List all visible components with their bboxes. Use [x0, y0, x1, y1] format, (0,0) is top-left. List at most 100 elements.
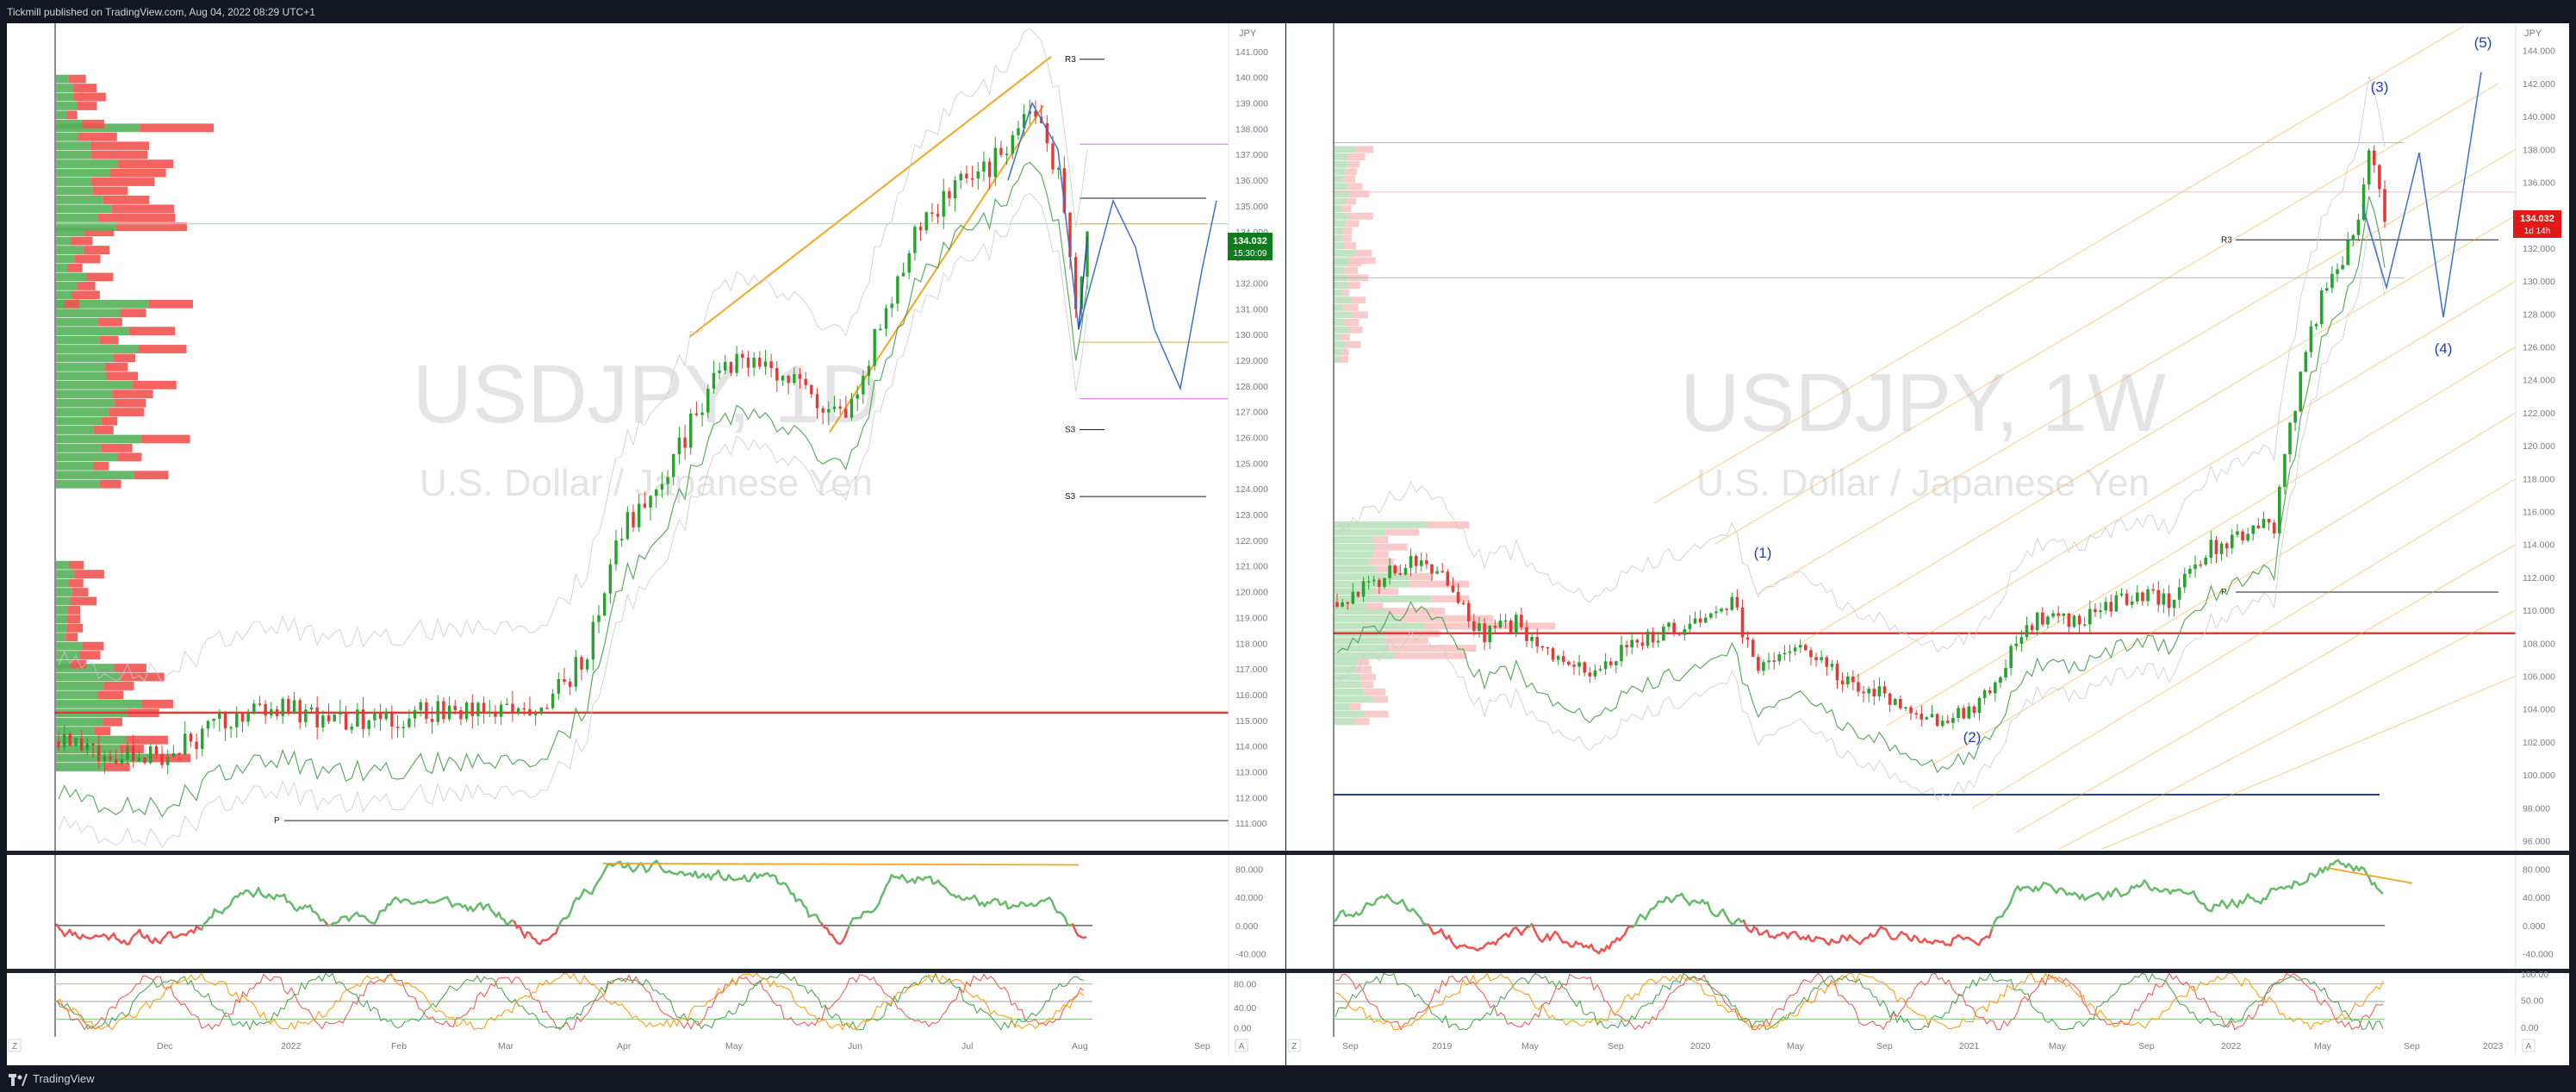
- volume-profile-bar: [56, 426, 94, 434]
- pivot-label: S3: [1065, 492, 1076, 502]
- candle: [1456, 591, 1460, 603]
- candle: [815, 394, 819, 409]
- volume-profile-bar: [1355, 146, 1373, 153]
- volume-profile-bar: [1340, 334, 1350, 341]
- volume-profile-bar: [56, 596, 71, 606]
- l-y-tick: 123.000: [1235, 510, 1268, 521]
- candle: [821, 408, 824, 413]
- left-chart-panel[interactable]: USDJPY, 1D U.S. Dollar / Japanese Yen R3…: [7, 23, 1285, 1065]
- candle: [1857, 682, 1860, 692]
- candle: [867, 365, 871, 377]
- volume-profile-bar: [56, 110, 67, 120]
- left-volume-profile: [56, 74, 215, 771]
- candle: [1346, 602, 1350, 604]
- candle: [1820, 657, 1823, 660]
- candle: [1888, 693, 1892, 705]
- candle: [149, 746, 152, 764]
- volume-profile-bar: [126, 735, 168, 745]
- left-price-axis[interactable]: 111.000 112.000 113.000 114.000 115.000 116.0…: [7, 23, 1285, 1056]
- candle: [666, 477, 669, 484]
- time-tick: 2022: [281, 1041, 302, 1051]
- l-pane-divider-2: [7, 969, 1285, 973]
- candle: [585, 659, 589, 670]
- volume-profile-bar: [109, 168, 166, 178]
- r-y-tick: 136.000: [2523, 178, 2555, 188]
- volume-profile-bar: [1335, 645, 1390, 652]
- candle: [856, 394, 859, 399]
- candle: [2236, 531, 2239, 535]
- volume-profile-bar: [72, 290, 100, 300]
- candle: [987, 161, 992, 178]
- candle: [2162, 593, 2166, 605]
- volume-profile-bar: [1335, 688, 1365, 696]
- candle: [333, 714, 336, 722]
- volume-profile-bar: [1409, 580, 1469, 588]
- rsi-segment: [138, 928, 144, 938]
- tradingview-logo[interactable]: TradingView: [9, 1070, 95, 1088]
- left-time-axis[interactable]: Dec 2022 Feb Mar Apr May Jun Jul Aug Sep Z A: [8, 1039, 1248, 1052]
- volume-profile-bar: [56, 560, 70, 570]
- volume-profile-bar: [1360, 673, 1376, 681]
- candle: [2351, 234, 2355, 240]
- candle: [1930, 714, 1934, 718]
- candle: [563, 679, 566, 682]
- volume-profile-bar: [56, 178, 91, 186]
- candle: [275, 708, 279, 716]
- charts-canvas[interactable]: USDJPY, 1D U.S. Dollar / Japanese Yen R3…: [0, 0, 2576, 1065]
- volume-profile-bar: [56, 763, 105, 771]
- candle: [1845, 676, 1850, 684]
- volume-profile-bar: [1335, 551, 1374, 558]
- right-time-axis[interactable]: Sep 2019 May Sep 2020 May Sep 2021 May Sep 2022 May…: [1287, 1039, 2536, 1052]
- left-stoch-pane[interactable]: 80.00 40.00 0.00: [55, 972, 1256, 1034]
- volume-profile-bar: [104, 763, 130, 771]
- volume-profile-bar: [1335, 266, 1344, 274]
- candle: [1982, 690, 1987, 698]
- candle: [1530, 636, 1534, 641]
- candle: [1825, 657, 1829, 667]
- rsi-segment: [1608, 940, 1614, 950]
- candle: [890, 303, 893, 309]
- band-lower: [58, 192, 1088, 849]
- candle: [1962, 708, 1965, 719]
- volume-profile-bar: [1335, 696, 1373, 703]
- right-stoch-pane[interactable]: 100.00 50.00 0.00: [1334, 970, 2548, 1033]
- time-tick: 2023: [2483, 1041, 2504, 1051]
- candle: [367, 720, 370, 729]
- stoch-tick: 0.00: [1234, 1024, 1252, 1034]
- candle: [401, 727, 405, 729]
- volume-profile-bar: [56, 204, 112, 214]
- right-chart-panel[interactable]: USDJPY, 1W U.S. Dollar / Japanese Yen R3…: [1286, 23, 2569, 1065]
- projection-path-dark: [1078, 236, 1088, 330]
- volume-profile-bar: [56, 141, 90, 151]
- supertrend-line: [58, 161, 1088, 818]
- left-price-pane[interactable]: USDJPY, 1D U.S. Dollar / Japanese Yen R3…: [55, 28, 1229, 849]
- stoch-tick: 50.00: [2521, 996, 2543, 1007]
- right-rsi-pane[interactable]: 80.000 40.000 0.000 -40.000: [1334, 858, 2554, 960]
- r-y-tick: 100.000: [2523, 771, 2555, 781]
- volume-profile-bar: [1347, 282, 1360, 289]
- candle: [2141, 592, 2144, 602]
- candle: [545, 708, 549, 709]
- l-y-tick: 114.000: [1235, 742, 1267, 752]
- volume-profile-bar: [56, 290, 72, 300]
- volume-profile-bar: [86, 272, 114, 282]
- left-rsi-pane[interactable]: 80.000 40.000 0.000 -40.000: [55, 859, 1266, 960]
- candle: [2277, 486, 2281, 534]
- time-tick: Sep: [1342, 1041, 1359, 1051]
- candle: [2209, 540, 2213, 558]
- candle: [1435, 571, 1439, 574]
- candle: [304, 709, 308, 723]
- candle: [1757, 657, 1760, 671]
- candle: [1735, 596, 1739, 608]
- candle: [1840, 680, 1845, 684]
- candle: [1872, 689, 1876, 696]
- l-y-tick: 115.000: [1235, 716, 1267, 727]
- l-y-tick: 129.000: [1235, 356, 1268, 366]
- rsi-segment: [283, 893, 289, 903]
- volume-profile-bar: [56, 228, 85, 237]
- volume-profile-bar: [103, 682, 134, 690]
- r-y-tick: 124.000: [2523, 376, 2555, 386]
- right-price-pane[interactable]: USDJPY, 1W U.S. Dollar / Japanese Yen R3…: [1334, 25, 2517, 850]
- right-price-axis[interactable]: 96.000 98.000 100.000 102.000 104.000 106.000…: [1286, 23, 2569, 1056]
- candle: [2177, 587, 2181, 600]
